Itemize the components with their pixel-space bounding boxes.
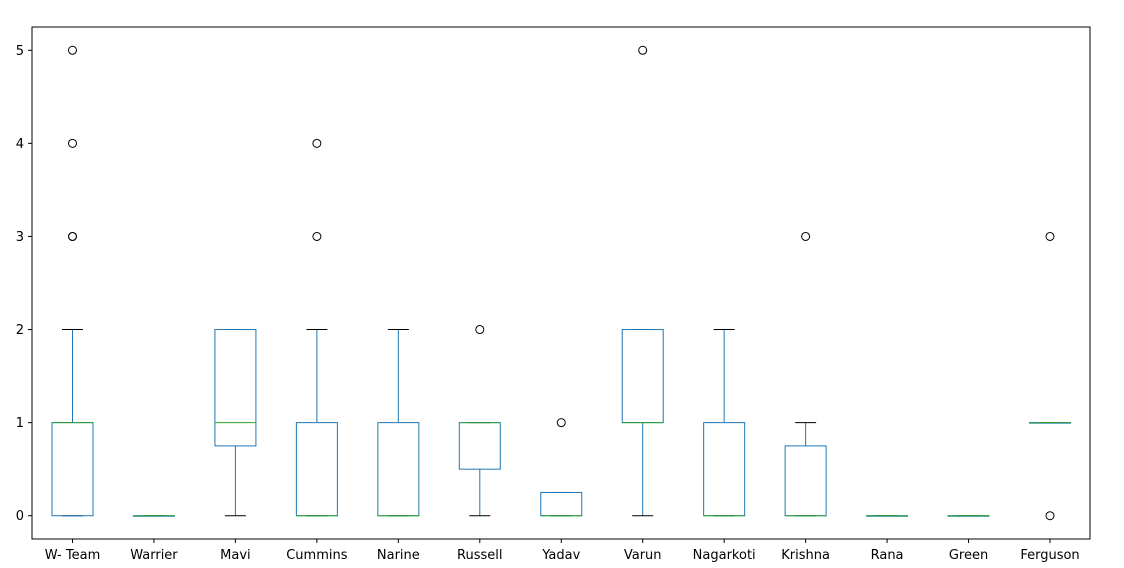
outlier-point xyxy=(638,45,648,55)
x-tick-label: Green xyxy=(949,548,988,563)
x-tick-label: Mavi xyxy=(220,548,251,563)
boxes-layer xyxy=(51,45,1071,521)
box-warrier xyxy=(132,515,175,517)
y-tick-label: 4 xyxy=(16,137,24,152)
plot-area xyxy=(31,26,1091,540)
y-tick-label: 5 xyxy=(16,44,24,59)
box-mavi xyxy=(214,329,257,517)
iqr-box xyxy=(214,329,257,447)
box-krishna xyxy=(784,231,827,517)
outlier-point xyxy=(1045,231,1055,241)
box-narine xyxy=(377,329,420,517)
box-nagarkoti xyxy=(703,329,746,517)
box-green xyxy=(947,515,990,517)
outlier-point xyxy=(68,231,77,241)
y-tick-label: 3 xyxy=(16,230,24,245)
box-cummins xyxy=(295,138,338,517)
x-tick-label: Krishna xyxy=(781,548,830,563)
outlier-point xyxy=(1045,511,1055,521)
outlier-point xyxy=(312,138,322,148)
x-tick-label: Narine xyxy=(377,548,420,563)
box-w-team xyxy=(51,45,94,517)
x-tick-label: Russell xyxy=(457,548,502,563)
y-tick-label: 2 xyxy=(16,323,24,338)
box-rana xyxy=(866,515,909,517)
x-tick-label: Ferguson xyxy=(1020,548,1079,563)
y-tick-label: 0 xyxy=(16,509,24,524)
x-tick-label: Yadav xyxy=(541,548,580,563)
x-tick-label: Rana xyxy=(871,548,904,563)
y-axis: 0 1 2 3 4 5 xyxy=(16,44,32,524)
x-axis: W- Team Warrier Mavi Cummins Narine Russell Ya… xyxy=(45,539,1080,563)
box-russell xyxy=(458,325,501,517)
x-tick-label: W- Team xyxy=(45,548,101,563)
outlier-point xyxy=(556,418,566,428)
outlier-point xyxy=(68,138,77,148)
outlier-point xyxy=(801,231,811,241)
outlier-point xyxy=(312,231,322,241)
y-tick-label: 1 xyxy=(16,416,24,431)
outlier-point xyxy=(68,45,77,55)
box-ferguson xyxy=(1029,231,1071,521)
x-tick-label: Warrier xyxy=(130,548,178,563)
x-tick-label: Nagarkoti xyxy=(693,548,756,563)
x-tick-label: Varun xyxy=(624,548,662,563)
box-yadav xyxy=(540,418,583,517)
outlier-point xyxy=(475,325,485,335)
x-tick-label: Cummins xyxy=(286,548,347,563)
box-varun xyxy=(621,45,664,517)
